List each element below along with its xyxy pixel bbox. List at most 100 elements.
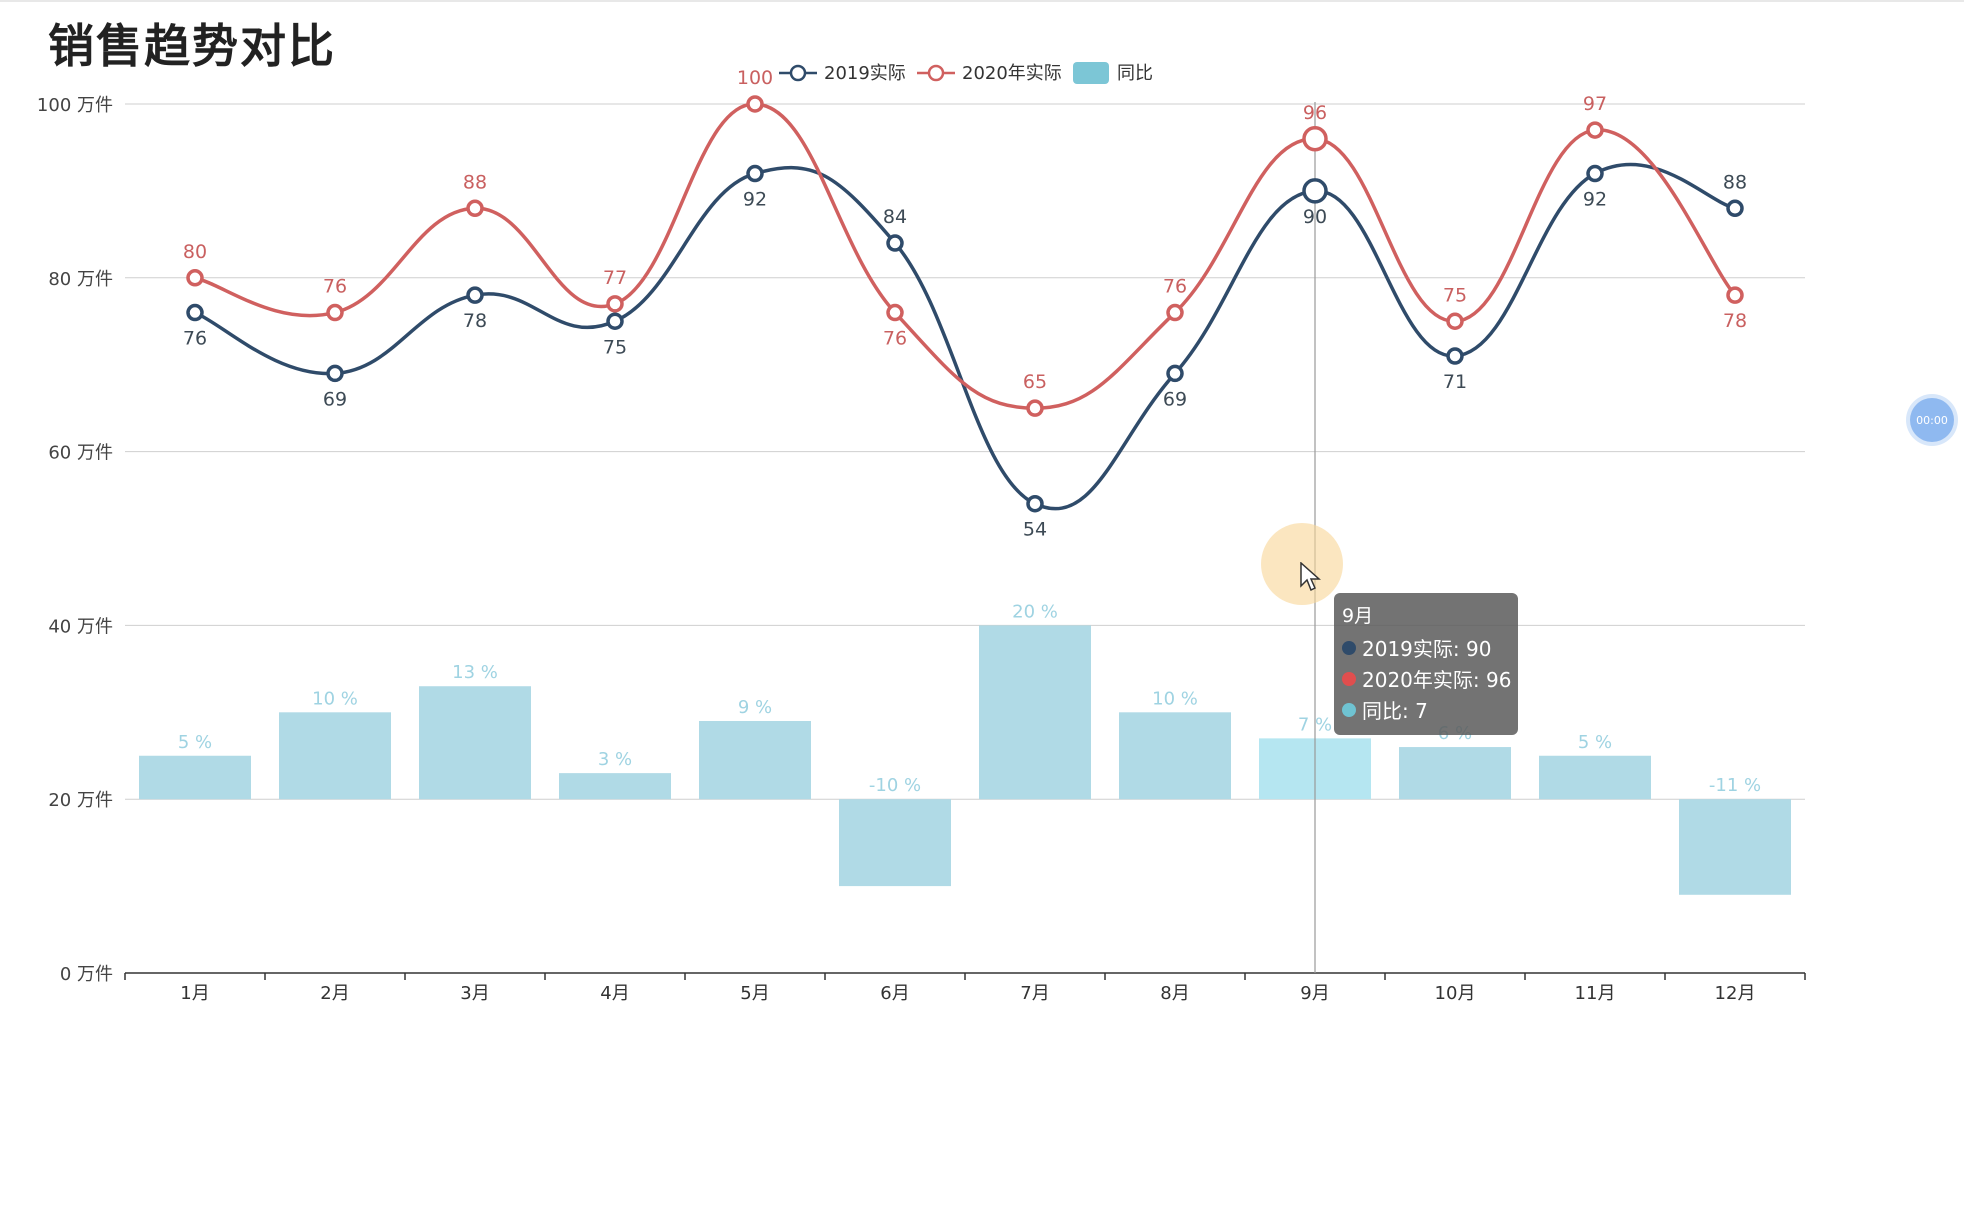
point-data-label: 76 [323,276,347,298]
bar-data-label: -11 % [1709,775,1761,796]
x-tick-label: 12月 [1715,983,1756,1004]
x-tick-label: 11月 [1575,983,1616,1004]
bar-data-label: 5 % [178,732,212,753]
tooltip-row: 同比: 7 [1342,694,1510,725]
timer-badge[interactable]: 00:00 [1910,398,1954,442]
y-tick-label: 100 万件 [37,95,113,116]
tooltip-title: 9月 [1342,605,1374,627]
x-tick-label: 9月 [1300,983,1329,1004]
bars-layer: 5 %10 %13 %3 %9 %-10 %20 %10 %7 %6 %5 %-… [139,601,1791,895]
data-point [1586,164,1604,183]
bar-data-label: 9 % [738,697,772,718]
mouse-cursor-icon [1300,562,1321,592]
bar [559,773,671,800]
point-data-label: 76 [883,328,907,350]
bar-data-label: 20 % [1012,601,1058,622]
y-tick-label: 20 万件 [48,790,113,811]
bar [839,799,951,887]
point-data-label: 88 [463,171,487,193]
x-tick-label: 4月 [600,983,629,1004]
legend-marker-icon [927,64,945,82]
y-tick-label: 80 万件 [48,269,113,290]
data-point [1166,303,1184,322]
data-point [746,164,764,183]
point-data-label: 80 [183,241,207,263]
data-point [606,312,624,330]
point-data-label: 65 [1023,371,1047,393]
point-data-label: 75 [1443,284,1467,306]
point-data-label: 76 [183,328,207,350]
data-point [1026,494,1044,513]
chart-title: 销售趋势对比 [48,19,336,73]
tooltip-row-text: 同比: 7 [1362,699,1428,723]
point-data-label: 78 [1723,310,1747,332]
bar [1679,799,1791,895]
bar [979,625,1091,800]
data-point [886,303,904,322]
legend-layer: 2019实际 2020年实际 同比 [779,62,1153,84]
x-tick-label: 5月 [740,983,769,1004]
series-line [194,102,1737,410]
point-data-label: 92 [743,189,767,211]
point-data-label: 78 [463,310,487,332]
bar [1539,755,1651,800]
legend-label: 同比 [1117,63,1153,84]
tooltip: 9月 2019实际: 90 2020年实际: 96 同比: 7 [1334,593,1518,735]
bar [1119,712,1231,800]
point-data-label: 75 [603,336,627,358]
data-point [1166,364,1184,383]
point-data-label: 76 [1163,276,1187,298]
legend-marker-icon [789,64,807,82]
data-point [1586,121,1604,139]
point-data-label: 84 [883,206,907,228]
data-point [606,295,624,313]
point-data-label: 90 [1303,206,1327,228]
point-data-label: 69 [323,388,347,410]
data-point [326,364,344,383]
data-point [746,95,764,113]
point-data-label: 92 [1583,189,1607,211]
legend-label: 2020年实际 [962,63,1062,84]
tooltip-row-text: 2019实际: 90 [1362,637,1492,661]
legend-bar-icon [1073,62,1109,84]
x-tick-label: 7月 [1020,983,1049,1004]
bar-data-label: 10 % [1152,688,1198,709]
data-point [886,234,904,252]
y-tick-label: 40 万件 [48,616,113,637]
tooltip-row: 2020年实际: 96 [1342,663,1512,694]
data-point [1302,126,1328,152]
data-point [1726,199,1744,218]
y-tick-label: 60 万件 [48,443,113,464]
tooltip-row: 2019实际: 90 [1342,632,1510,663]
x-tick-label: 6月 [880,983,909,1004]
tooltip-row-text: 2020年实际: 96 [1362,668,1512,692]
legend-label: 2019实际 [824,63,906,84]
point-data-label: 96 [1303,102,1327,124]
x-tick-label: 8月 [1160,983,1189,1004]
bar-data-label: -10 % [869,775,921,796]
data-point [1726,286,1744,304]
bar [1399,747,1511,800]
data-point [186,303,204,322]
data-point [1026,399,1044,417]
data-point [1446,347,1464,365]
data-point [186,269,204,287]
data-point [466,286,484,304]
bar-data-label: 10 % [312,688,358,709]
bar [419,686,531,800]
x-tick-label: 1月 [180,983,209,1004]
tooltip-dot-icon [1342,640,1356,655]
x-axis-layer: 1月 2月 3月 4月 5月 6月 7月 8月 9月 10月 11月 12月 [124,972,1806,1004]
data-point [326,303,344,322]
bar [139,755,251,800]
data-point [1302,178,1328,204]
tooltip-dot-icon [1342,671,1356,686]
point-data-label: 54 [1023,519,1047,541]
point-data-label: 69 [1163,388,1187,410]
point-data-label: 97 [1583,93,1607,115]
x-tick-label: 2月 [320,983,349,1004]
data-point [466,199,484,218]
y-tick-label: 0 万件 [60,964,113,985]
point-data-label: 88 [1723,171,1747,193]
